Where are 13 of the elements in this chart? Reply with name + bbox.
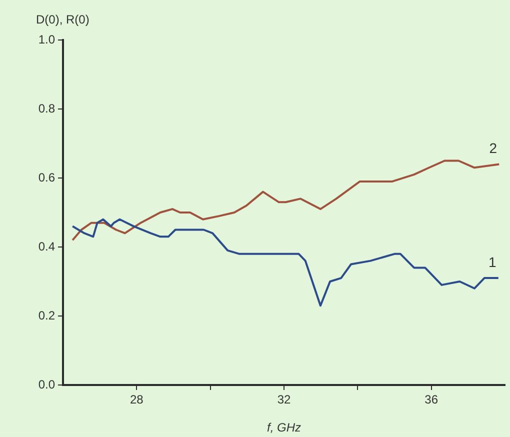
x-axis-title: f, GHz	[266, 420, 302, 434]
x-tick-label: 32	[277, 392, 291, 407]
y-tick-label: 0.2	[38, 308, 56, 322]
y-tick-label: 0.6	[38, 170, 56, 184]
y-axis-title: D(0), R(0)	[36, 12, 90, 26]
y-tick-label: 1.0	[38, 32, 56, 46]
series-label: 1	[488, 254, 496, 270]
series-label: 2	[489, 140, 498, 156]
y-tick-label: 0.4	[38, 239, 56, 254]
x-tick-label: 36	[424, 392, 438, 407]
y-tick-label: 0.8	[38, 101, 56, 116]
x-tick-label: 28	[130, 392, 144, 407]
y-tick-label: 0.0	[38, 377, 56, 392]
